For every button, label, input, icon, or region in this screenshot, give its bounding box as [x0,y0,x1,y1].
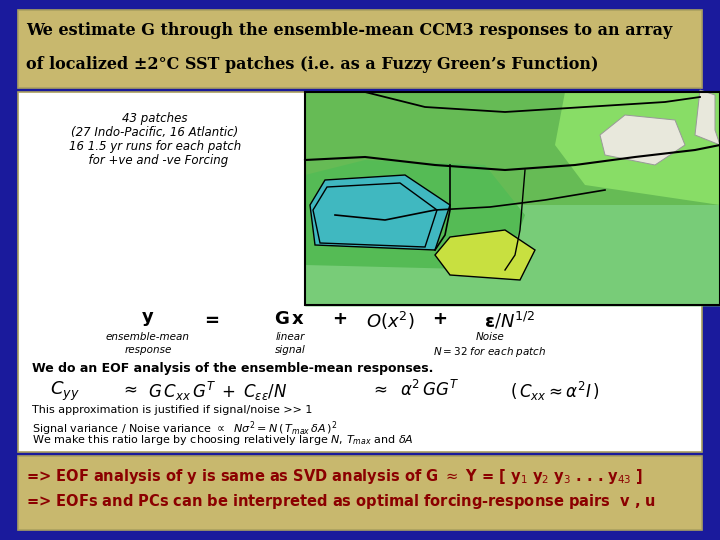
Text: => EOF analysis of y is same as SVD analysis of G $\approx$ Y = [ y$_1$ y$_2$ y$: => EOF analysis of y is same as SVD anal… [26,467,643,486]
Text: We do an EOF analysis of the ensemble-mean responses.: We do an EOF analysis of the ensemble-me… [32,362,433,375]
Text: $\mathit{O}(x^2)$: $\mathit{O}(x^2)$ [366,310,414,332]
Text: $\approx$: $\approx$ [120,380,138,397]
Text: for +ve and -ve Forcing: for +ve and -ve Forcing [81,154,229,167]
Bar [305,92,720,305]
Text: $\alpha^2\,GG^T$: $\alpha^2\,GG^T$ [400,380,459,400]
Text: linear: linear [275,332,305,342]
Polygon shape [435,230,535,280]
Polygon shape [305,92,720,205]
Text: We make this ratio large by choosing relatively large $N$, $T_{max}$ and $\delta: We make this ratio large by choosing rel… [32,433,414,447]
Text: signal: signal [274,345,305,355]
Text: $(\,C_{xx}\approx\alpha^2 I\,)$: $(\,C_{xx}\approx\alpha^2 I\,)$ [510,380,600,403]
Text: $G\,C_{xx}\,G^T\;+\;C_{\varepsilon\varepsilon}/N$: $G\,C_{xx}\,G^T\;+\;C_{\varepsilon\varep… [148,380,287,403]
Text: => EOFs and PCs can be interpreted as optimal forcing-response pairs  $\mathbf{v: => EOFs and PCs can be interpreted as op… [26,492,656,511]
Text: of localized ±2°C SST patches (i.e. as a Fuzzy Green’s Function): of localized ±2°C SST patches (i.e. as a… [26,56,598,73]
Text: 43 patches: 43 patches [122,112,188,125]
Text: (27 Indo-Pacific, 16 Atlantic): (27 Indo-Pacific, 16 Atlantic) [71,126,238,139]
Text: $C_{yy}$: $C_{yy}$ [50,380,80,403]
Polygon shape [305,160,525,270]
Text: $\mathbf{+}$: $\mathbf{+}$ [333,310,348,328]
FancyBboxPatch shape [18,456,702,530]
Text: ensemble-mean: ensemble-mean [106,332,190,342]
FancyBboxPatch shape [18,10,702,88]
Bar [305,92,720,305]
Text: response: response [125,345,171,355]
Text: Signal variance / Noise variance $\propto$  $N\sigma^2 = N\,(\,T_{max}\,\delta A: Signal variance / Noise variance $\propt… [32,419,338,437]
Polygon shape [313,183,437,247]
Text: $\mathbf{G\,x}$: $\mathbf{G\,x}$ [274,310,305,328]
Text: This approximation is justified if signal/noise >> 1: This approximation is justified if signa… [32,405,312,415]
Text: Noise: Noise [476,332,505,342]
Text: 16 1.5 yr runs for each patch: 16 1.5 yr runs for each patch [69,140,241,153]
Text: $\mathbf{y}$: $\mathbf{y}$ [141,310,155,328]
Text: We estimate G through the ensemble-mean CCM3 responses to an array: We estimate G through the ensemble-mean … [26,22,672,39]
Polygon shape [310,175,450,250]
Polygon shape [600,115,685,165]
Text: $\boldsymbol{\varepsilon}$/$N^{1/2}$: $\boldsymbol{\varepsilon}$/$N^{1/2}$ [485,310,536,331]
Text: $\mathbf{=}$: $\mathbf{=}$ [201,310,220,328]
Text: $\mathbf{+}$: $\mathbf{+}$ [433,310,448,328]
Polygon shape [695,90,720,145]
FancyBboxPatch shape [18,92,702,452]
Polygon shape [555,92,720,205]
Text: $N = 32$ for each patch: $N = 32$ for each patch [433,345,546,359]
Text: $\approx$: $\approx$ [370,380,387,397]
Bar [305,92,720,305]
